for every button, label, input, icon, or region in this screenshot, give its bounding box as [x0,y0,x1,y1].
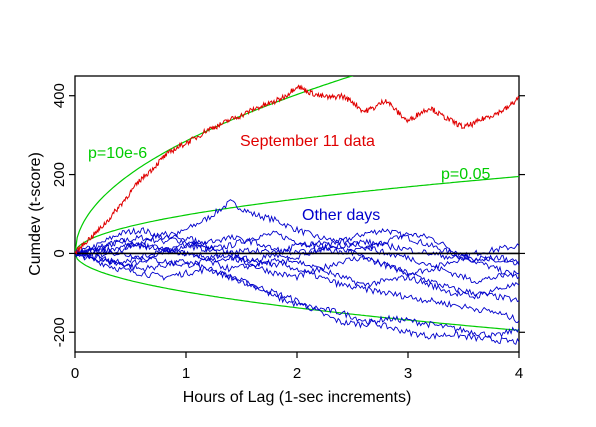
x-tick-label-0: 0 [71,365,79,382]
x-tick-label-1: 1 [182,365,190,382]
x-axis-title: Hours of Lag (1-sec increments) [183,389,412,406]
other-day-line-9 [75,233,519,266]
sept11-layer [75,84,519,256]
envelope-layer [75,76,519,331]
x-tick-label-2: 2 [293,365,301,382]
other-day-line-7 [75,230,519,284]
x-tick-labels: 0 1 2 3 4 [71,365,523,382]
other-day-line-6 [75,242,519,300]
p-005-annotation: p=0.05 [441,166,490,183]
sept11-annotation: September 11 data [240,133,375,150]
other-day-line-0 [75,199,519,266]
ticks-layer [69,95,525,358]
other-days-layer [75,199,519,345]
other-day-line-5 [75,246,519,303]
y-tick-label-3: 400 [51,83,68,108]
envelope-lower-0 [75,253,519,331]
envelope-upper-1 [75,76,354,254]
other-days-annotation: Other days [302,207,380,224]
y-tick-label-0: -200 [51,317,68,347]
envelope-upper-0 [75,175,519,254]
sept11-line [75,84,519,256]
plot-frame [74,75,520,353]
other-day-line-4 [75,252,519,345]
y-axis-title: Cumdev (t-score) [27,152,44,276]
y-tick-label-2: 200 [51,162,68,187]
other-day-line-3 [75,252,519,339]
y-tick-label-1: 0 [51,249,68,257]
p-10e-6-annotation: p=10e-6 [88,145,147,162]
x-tick-label-3: 3 [404,365,412,382]
other-day-line-8 [75,237,519,324]
x-tick-label-4: 4 [515,365,523,382]
y-tick-labels: -200 0 200 400 [51,83,68,347]
